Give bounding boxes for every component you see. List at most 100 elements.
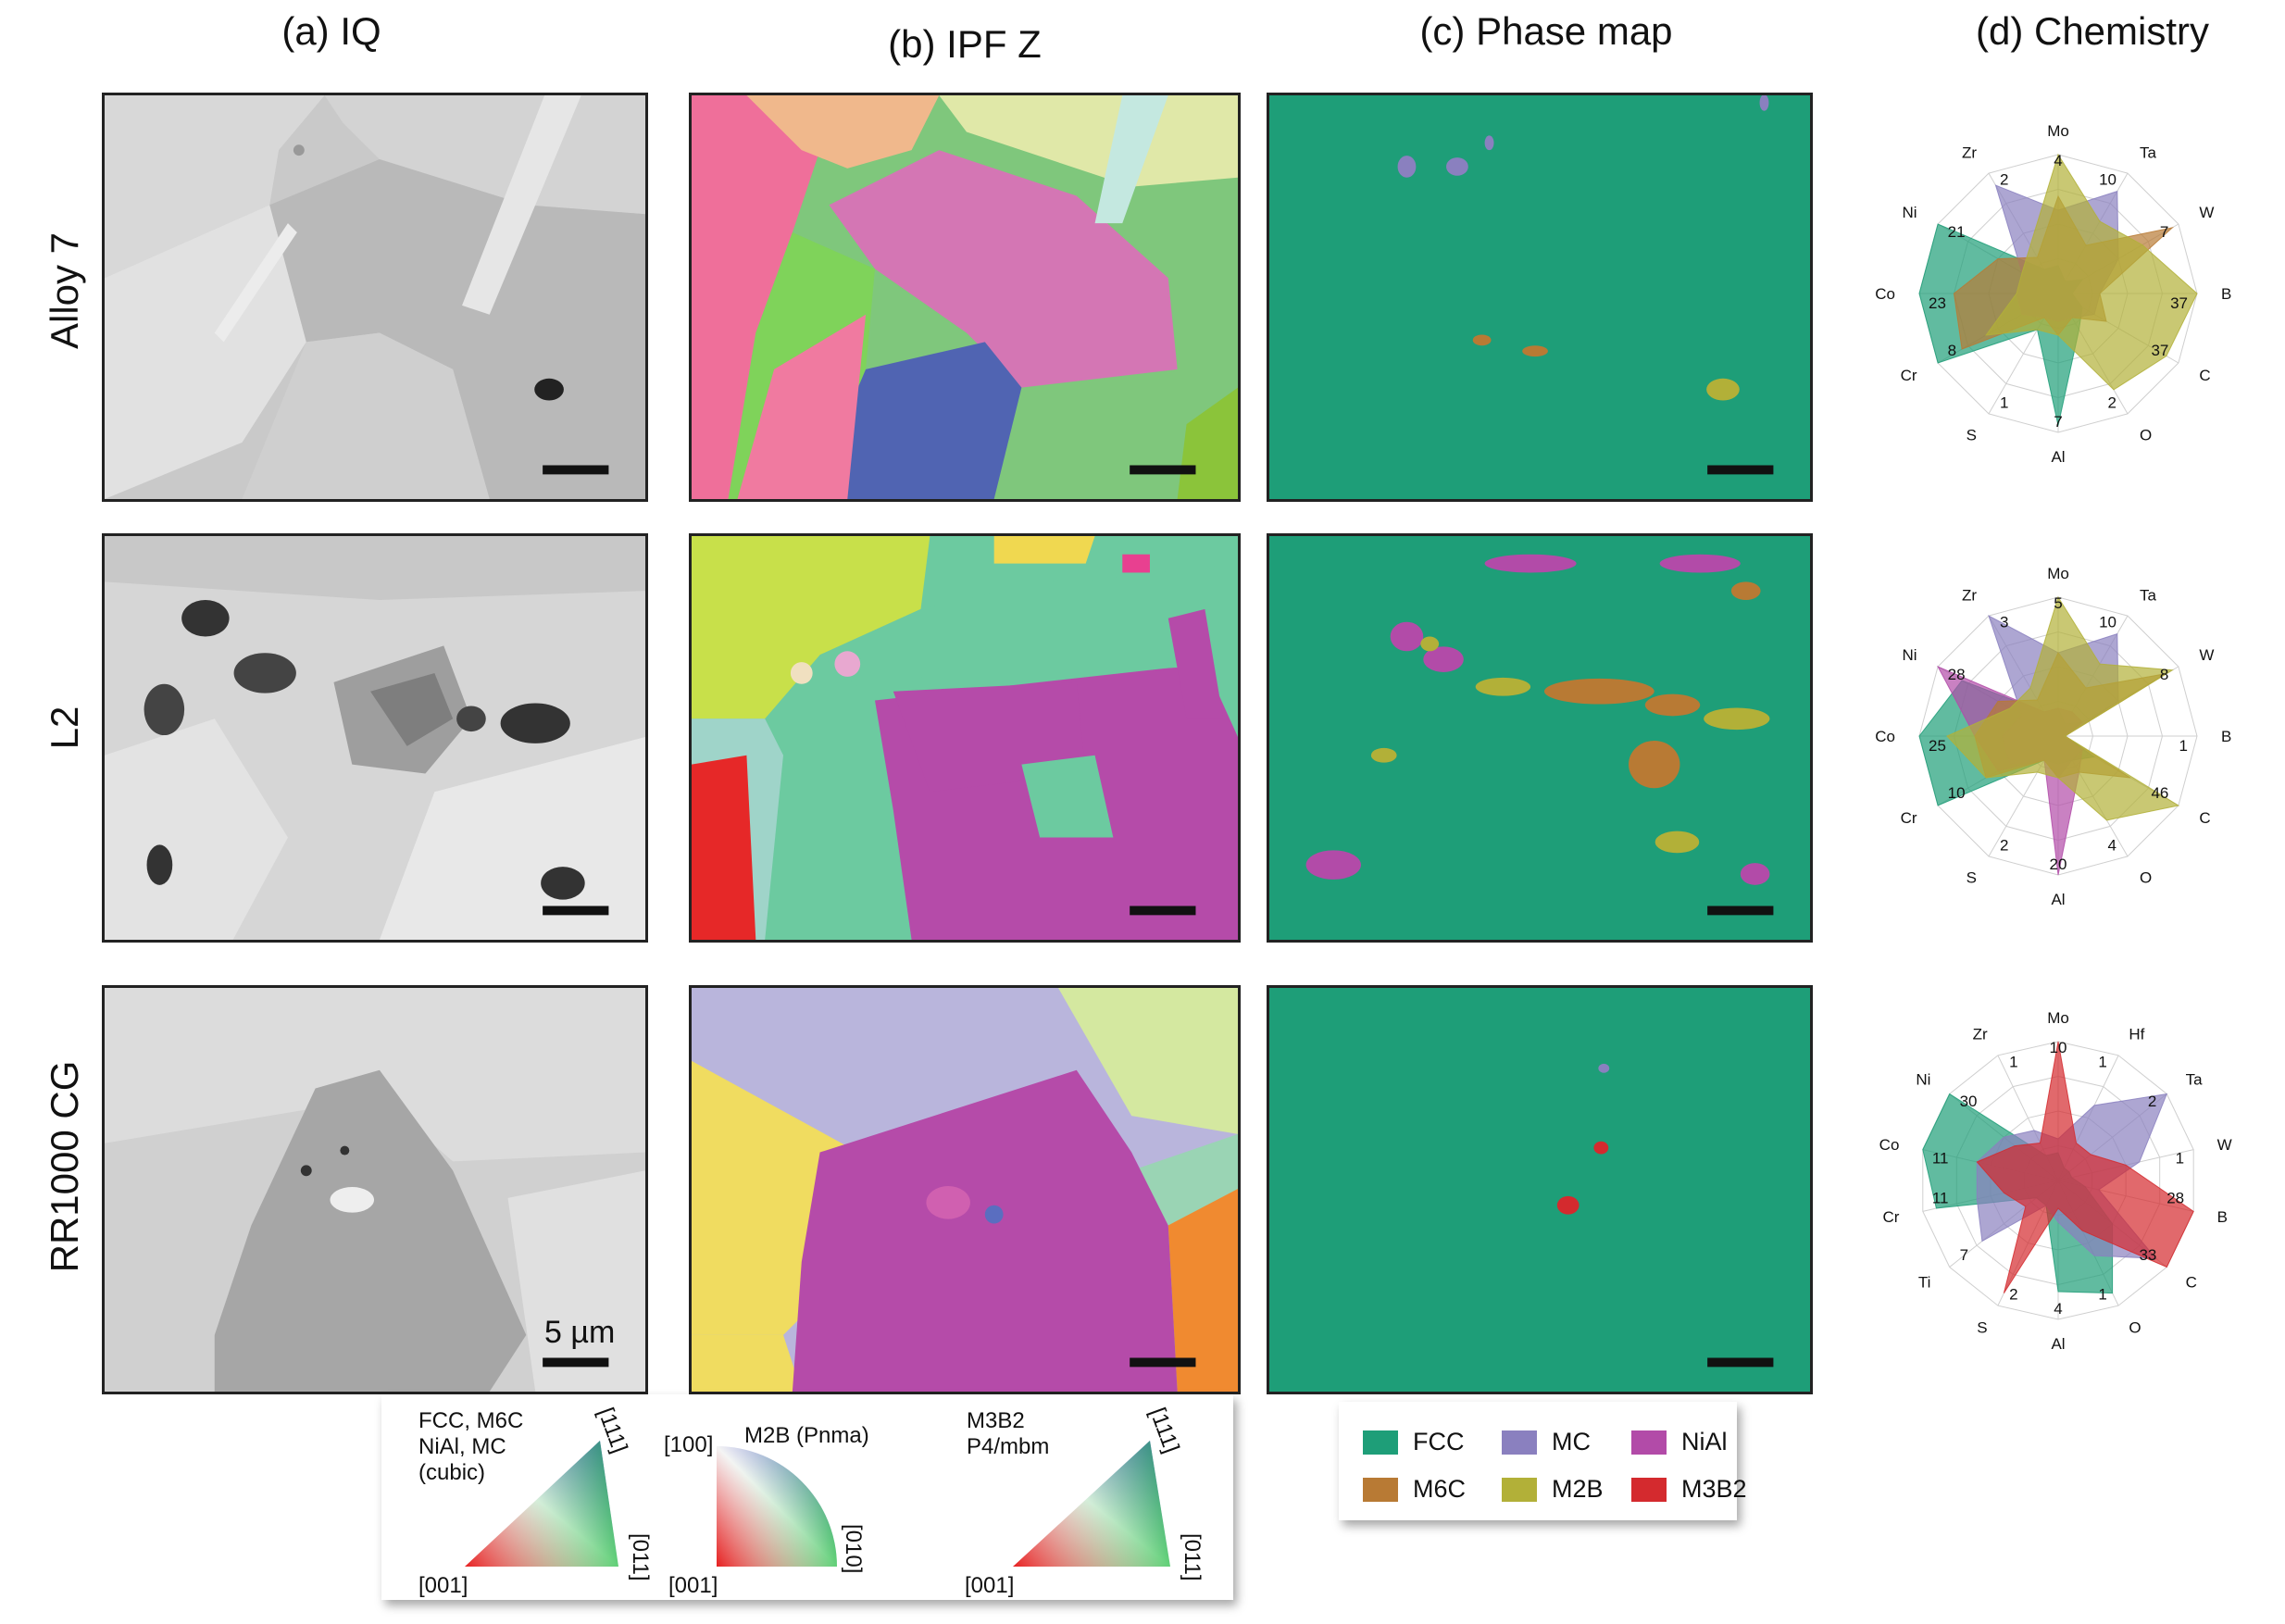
phase-legend-fcc: FCC (1363, 1428, 1502, 1456)
radar-axis-label-ni: Ni (1903, 646, 1917, 664)
radar-axis-max-zr: 3 (2000, 614, 2008, 631)
ipf-key-cubic: FCC, M6C NiAl, MC (cubic) [001] [011] [1… (418, 1405, 653, 1598)
radar-axis-label-c: C (2186, 1274, 2197, 1292)
radar-axis-label-co: Co (1875, 285, 1895, 303)
ipf-map-alloy7 (689, 93, 1241, 502)
ipf-key-m2b-corner-010: [010] (841, 1524, 866, 1573)
ipf-key-cubic-label-2: NiAl, MC (418, 1434, 506, 1459)
radar-svg-l2: Mo 5 Ta 10 W 8 B 1 C 46 O 4 Al 20 S 2 Cr 10 Co 25 Ni 28 Zr 3 (1875, 565, 2231, 908)
radar-axis-max-s: 2 (2000, 836, 2008, 854)
radar-axis-max-co: 23 (1929, 294, 1946, 312)
ipf-map-rr1000 (689, 985, 1241, 1394)
phase-map-l2 (1267, 533, 1813, 943)
radar-axis-max-c: 33 (2139, 1246, 2156, 1264)
ipf-key-m2b-corner-001: [001] (668, 1573, 718, 1598)
radar-axis-label-ni: Ni (1903, 204, 1917, 221)
ipf-key-cubic-label-3: (cubic) (418, 1460, 485, 1485)
radar-axis-max-cr: 10 (1948, 784, 1966, 802)
radar-axis-label-al: Al (2051, 448, 2065, 466)
chemistry-radar-l2: Mo 5 Ta 10 W 8 B 1 C 46 O 4 Al 20 S 2 Cr 10 Co 25 Ni 28 Zr 3 (1859, 518, 2266, 954)
m2b-swatch (1502, 1477, 1537, 1502)
radar-svg-rr1000: Mo 10 Hf 1 Ta 2 W 1 B 28 C 33 O 1 Al 4 S 2 Ti 7 Cr 11 Co 11 Ni 30… (1879, 1009, 2232, 1353)
radar-axis-max-co: 25 (1929, 737, 1946, 755)
ipf-key-cubic-label-1: FCC, M6C (418, 1408, 523, 1433)
nial-swatch (1631, 1430, 1667, 1455)
radar-axis-label-w: W (2199, 204, 2214, 221)
column-title-ipf: (b) IPF Z (888, 22, 1042, 66)
radar-axis-max-al: 7 (2054, 413, 2062, 431)
radar-axis-max-cr: 8 (1948, 342, 1956, 359)
radar-axis-max-c: 37 (2151, 342, 2168, 359)
radar-axis-max-cr: 11 (1932, 1189, 1949, 1206)
row-label-l2: L2 (43, 706, 86, 750)
ipf-key-m2b-corner-100: [100] (664, 1432, 713, 1457)
phase-map-rr1000 (1267, 985, 1813, 1394)
ipf-key-m2b: M2B (Pnma) [001] [010] [100] (664, 1423, 869, 1598)
radar-axis-max-ta: 10 (2099, 614, 2116, 631)
phase-legend-m3b2: M3B2 (1631, 1475, 1761, 1504)
radar-axis-label-b: B (2221, 728, 2231, 745)
radar-axis-max-o: 4 (2108, 836, 2116, 854)
radar-axis-max-zr: 1 (2009, 1053, 2017, 1070)
radar-axis-label-zr: Zr (1962, 587, 1977, 605)
iq-map-l2 (102, 533, 648, 943)
column-title-iq: (a) IQ (281, 9, 381, 53)
radar-axis-max-ni: 28 (1948, 666, 1966, 683)
radar-series-3 (1985, 153, 2198, 391)
radar-axis-label-w: W (2217, 1136, 2232, 1154)
radar-axis-label-co: Co (1875, 728, 1895, 745)
radar-axis-label-o: O (2140, 426, 2152, 443)
radar-axis-label-cr: Cr (1882, 1208, 1899, 1226)
radar-series-4 (1946, 595, 2180, 821)
radar-axis-max-s: 1 (2000, 394, 2008, 411)
radar-axis-label-b: B (2221, 285, 2231, 303)
radar-axis-max-al: 4 (2054, 1300, 2062, 1318)
radar-axis-label-al: Al (2051, 1335, 2065, 1353)
radar-axis-label-c: C (2199, 809, 2210, 827)
radar-axis-max-al: 20 (2050, 856, 2067, 873)
radar-axis-label-o: O (2140, 868, 2152, 886)
radar-axis-label-mo: Mo (2047, 1009, 2069, 1027)
ipf-key-m3b2-corner-011: [011] (1180, 1533, 1205, 1581)
ipf-key-m3b2-corner-001: [001] (965, 1573, 1014, 1598)
radar-axis-max-ni: 30 (1960, 1093, 1978, 1110)
radar-axis-label-ti: Ti (1918, 1274, 1931, 1292)
row-label-alloy7: Alloy 7 (43, 231, 86, 350)
radar-axis-label-s: S (1977, 1319, 1987, 1337)
radar-axis-label-mo: Mo (2047, 122, 2069, 140)
radar-axis-label-b: B (2217, 1208, 2228, 1226)
ipf-map-l2 (689, 533, 1241, 943)
radar-axis-label-ta: Ta (2140, 587, 2157, 605)
radar-axis-label-w: W (2199, 646, 2214, 664)
radar-axis-label-hf: Hf (2129, 1025, 2144, 1043)
ipf-key-m3b2-label-2: P4/mbm (967, 1434, 1049, 1459)
radar-axis-label-ni: Ni (1916, 1070, 1930, 1088)
column-title-phase: (c) Phase map (1419, 9, 1673, 53)
radar-axis-max-mo: 10 (2050, 1039, 2067, 1056)
column-title-chemistry: (d) Chemistry (1975, 9, 2210, 53)
radar-axis-label-zr: Zr (1962, 144, 1977, 162)
radar-axis-label-s: S (1967, 426, 1977, 443)
radar-axis-max-zr: 2 (2000, 171, 2008, 189)
m3b2-swatch (1631, 1477, 1667, 1502)
radar-axis-label-ta: Ta (2140, 144, 2157, 162)
ipf-color-key-legend: FCC, M6C NiAl, MC (cubic) [001] [011] [1… (381, 1394, 1233, 1600)
radar-axis-label-ta: Ta (2186, 1070, 2204, 1088)
radar-series-2 (1976, 1041, 2194, 1293)
radar-axis-label-s: S (1967, 868, 1977, 886)
radar-axis-max-mo: 4 (2054, 152, 2062, 169)
row-label-rr1000: RR1000 CG (43, 1060, 86, 1273)
phase-map-alloy7 (1267, 93, 1813, 502)
radar-axis-max-c: 46 (2151, 784, 2168, 802)
radar-axis-max-s: 2 (2009, 1286, 2017, 1304)
phase-legend-m2b: M2B (1502, 1475, 1631, 1504)
radar-axis-max-ta: 2 (2148, 1093, 2156, 1110)
phase-legend-mc: MC (1502, 1428, 1631, 1456)
radar-svg-alloy7: Mo 4 Ta 10 W 7 B 37 C 37 O 2 Al 7 S 1 Cr 8 Co 23 Ni 21 Zr 2 (1875, 122, 2231, 466)
phase-legend: FCC MC NiAl M6C M2B M3B2 (1339, 1402, 1747, 1520)
m6c-swatch (1363, 1477, 1398, 1502)
scale-bar-label: 5 µm (544, 1315, 616, 1350)
radar-axis-label-mo: Mo (2047, 565, 2069, 582)
radar-axis-max-hf: 1 (2098, 1053, 2106, 1070)
iq-map-rr1000 (102, 985, 648, 1394)
